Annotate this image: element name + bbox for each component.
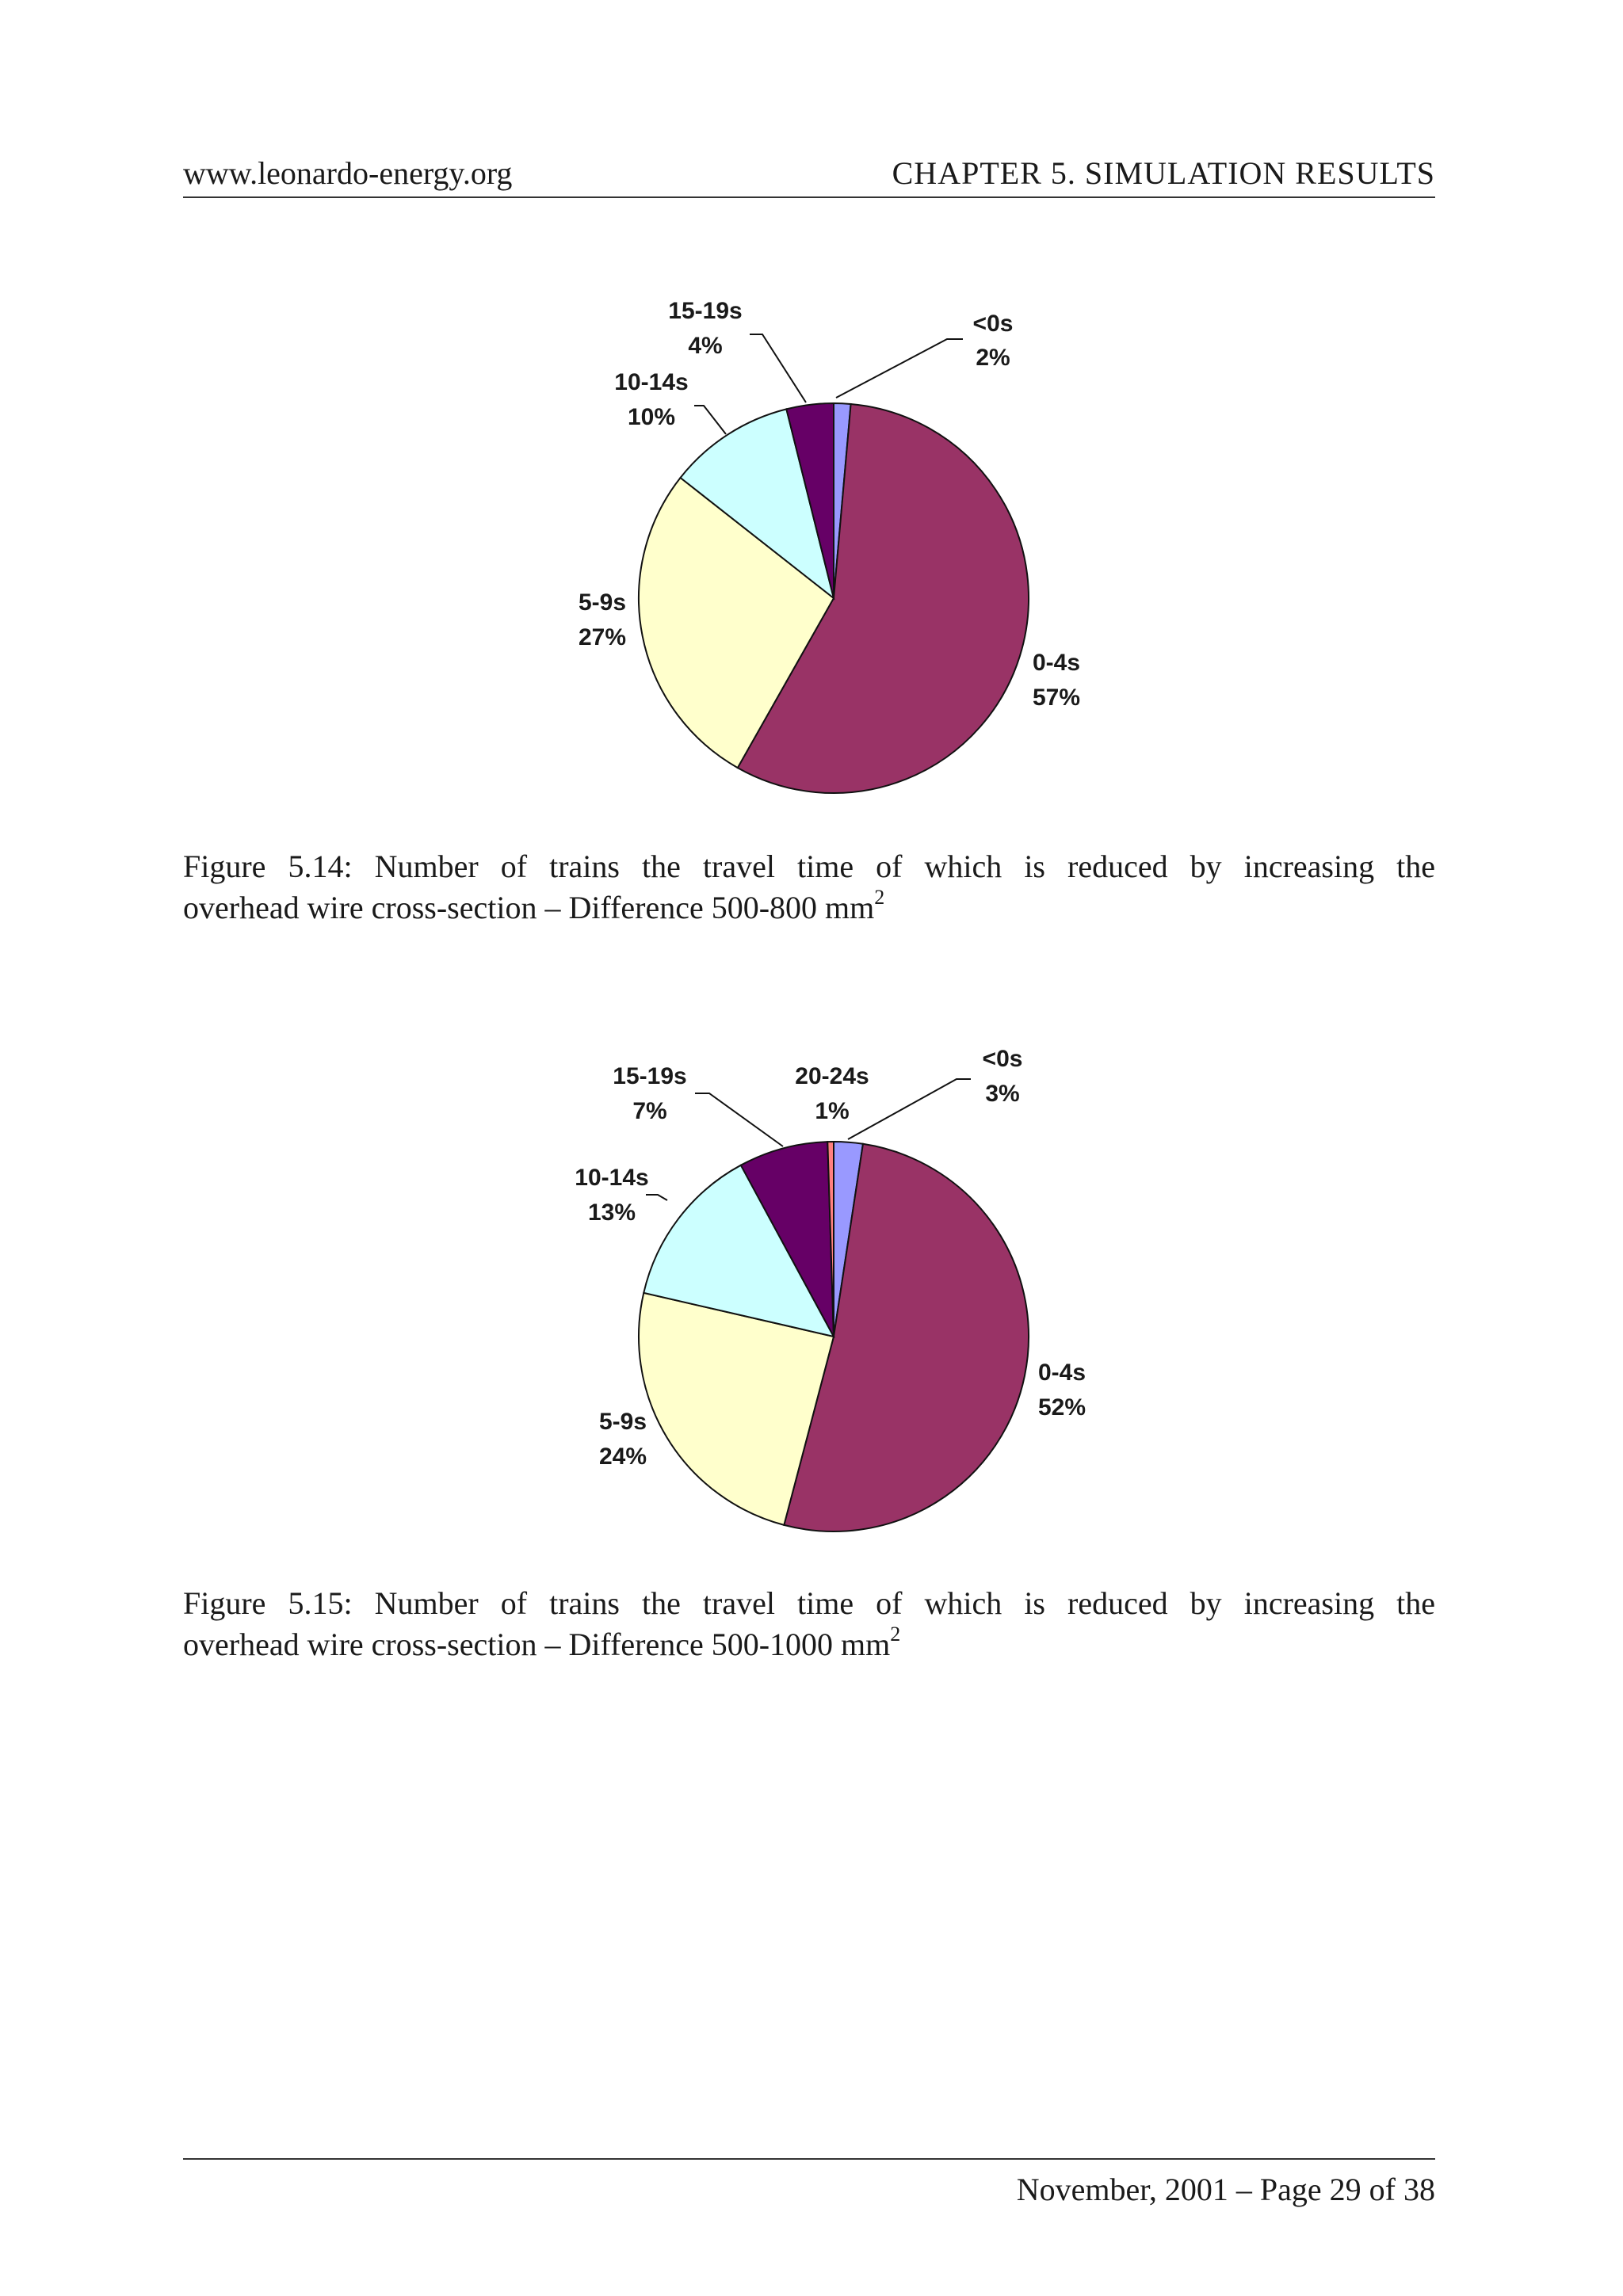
- caption-line-1: Figure 5.15: Number of trains the travel…: [183, 1585, 1435, 1621]
- figure-caption-5-15: Figure 5.15: Number of trains the travel…: [183, 1583, 1435, 1665]
- slice-label-5-9s: 5-9s: [579, 589, 626, 616]
- slice-label-lt0s: <0s: [983, 1046, 1023, 1072]
- slice-pct-15-19s: 4%: [688, 333, 722, 359]
- pie-slice-5-9s: [638, 476, 835, 769]
- slice-label-20-24s: 20-24s: [795, 1063, 869, 1089]
- slice-label-lt0s: <0s: [973, 311, 1014, 337]
- caption-line-1: Figure 5.14: Number of trains the travel…: [183, 849, 1435, 884]
- pie-slice-20-24s: [827, 1140, 834, 1337]
- page-footer: November, 2001 – Page 29 of 38: [1016, 2172, 1435, 2207]
- pie-slice-10-14s: [643, 1164, 835, 1338]
- footer-rule: [183, 2158, 1435, 2160]
- header-url: www.leonardo-energy.org: [183, 155, 513, 191]
- caption-text: overhead wire cross-section – Difference…: [183, 890, 875, 925]
- caption-text: overhead wire cross-section – Difference…: [183, 1627, 891, 1662]
- leader-line-15-19s: [695, 1093, 784, 1147]
- leader-lines: [646, 1078, 971, 1201]
- pie-chart-fig-5-14: <0s 2% 0-4s 57% 5-9s 27% 10-14s 10% 15-1…: [0, 285, 1623, 840]
- slice-pct-lt0s: 3%: [985, 1081, 1019, 1107]
- pie-slice-0-4s: [783, 1142, 1030, 1532]
- slice-labels: <0s 3% 0-4s 52% 5-9s 24% 10-14s 13% 15-1…: [575, 1046, 1086, 1470]
- pie-slice-15-19s: [785, 402, 834, 599]
- header-chapter: CHAPTER 5. SIMULATION RESULTS: [892, 155, 1435, 191]
- leader-line-10-14s: [694, 405, 727, 435]
- caption-line-2: overhead wire cross-section – Difference…: [183, 1624, 1435, 1665]
- pie-slice-5-9s: [638, 1291, 835, 1527]
- slice-pct-5-9s: 24%: [599, 1444, 647, 1470]
- slice-pct-20-24s: 1%: [815, 1098, 849, 1124]
- slice-label-10-14s: 10-14s: [575, 1165, 648, 1191]
- caption-superscript: 2: [890, 1623, 901, 1646]
- caption-line-2: overhead wire cross-section – Difference…: [183, 887, 1435, 929]
- caption-superscript: 2: [874, 886, 885, 909]
- leader-line-10-14s: [646, 1194, 668, 1201]
- slice-pct-10-14s: 10%: [628, 404, 675, 430]
- slice-label-5-9s: 5-9s: [599, 1409, 647, 1435]
- leader-line-15-19s: [750, 334, 807, 403]
- figure-caption-5-14: Figure 5.14: Number of trains the travel…: [183, 846, 1435, 929]
- leader-lines: [694, 334, 963, 435]
- slice-pct-0-4s: 52%: [1038, 1394, 1086, 1421]
- slice-label-15-19s: 15-19s: [668, 298, 742, 324]
- slice-label-0-4s: 0-4s: [1038, 1360, 1086, 1386]
- slice-label-15-19s: 15-19s: [613, 1063, 686, 1089]
- slice-pct-0-4s: 57%: [1033, 685, 1080, 711]
- slice-label-10-14s: 10-14s: [614, 369, 688, 395]
- slice-labels: <0s 2% 0-4s 57% 5-9s 27% 10-14s 10% 15-1…: [579, 298, 1080, 711]
- pie-chart-svg: <0s 2% 0-4s 57% 5-9s 27% 10-14s 10% 15-1…: [579, 298, 1080, 794]
- leader-line-lt0s: [835, 338, 963, 399]
- pie-chart-fig-5-15: <0s 3% 0-4s 52% 5-9s 24% 10-14s 13% 15-1…: [0, 1022, 1623, 1577]
- leader-line-lt0s: [847, 1078, 971, 1140]
- page-header: www.leonardo-energy.org CHAPTER 5. SIMUL…: [183, 152, 1435, 198]
- slice-pct-lt0s: 2%: [976, 345, 1010, 371]
- slice-pct-15-19s: 7%: [632, 1098, 666, 1124]
- slice-label-0-4s: 0-4s: [1033, 650, 1080, 676]
- pie-slice-10-14s: [679, 408, 835, 601]
- pie-slice-0-4s: [736, 402, 1029, 794]
- pie-chart-svg: <0s 3% 0-4s 52% 5-9s 24% 10-14s 13% 15-1…: [575, 1046, 1086, 1532]
- slice-pct-5-9s: 27%: [579, 624, 626, 650]
- pie-slice-15-19s: [739, 1141, 834, 1337]
- slice-pct-10-14s: 13%: [588, 1199, 636, 1226]
